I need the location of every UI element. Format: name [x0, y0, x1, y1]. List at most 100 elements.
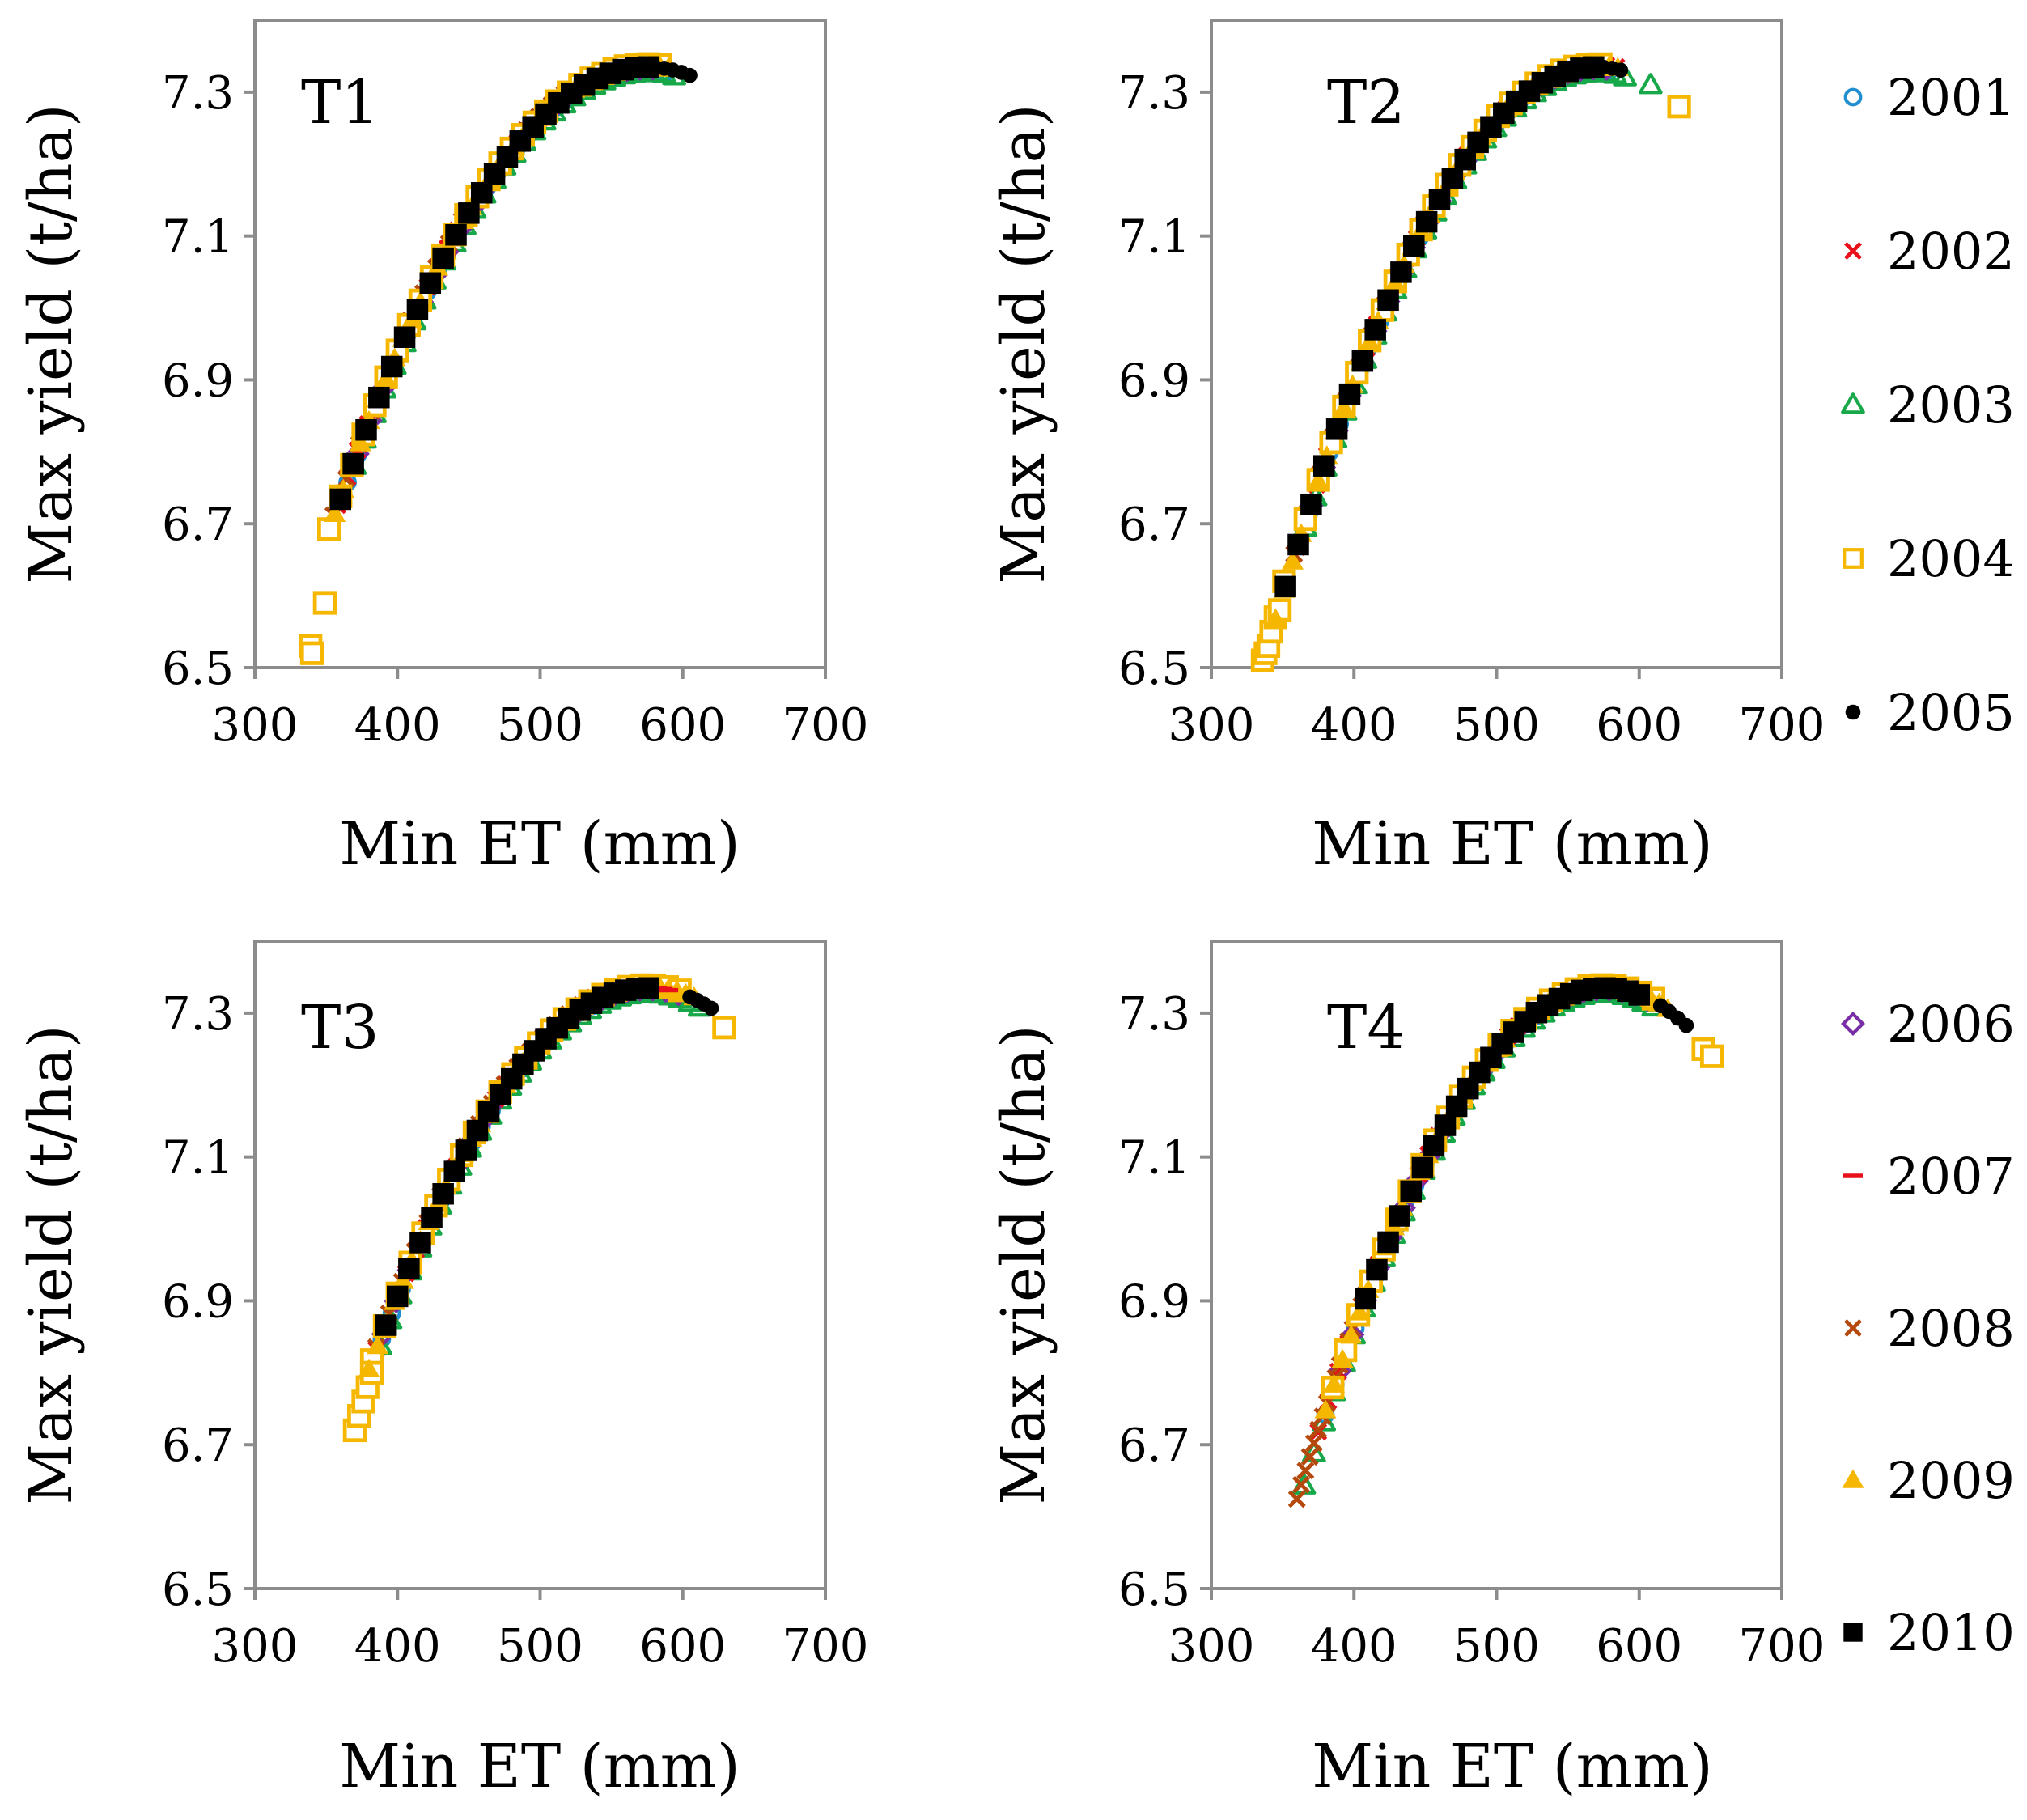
panel-t2-y-axis-title: Max yield (t/ha) [989, 104, 1058, 583]
point-2004 [1667, 95, 1691, 119]
point-2010 [1364, 319, 1386, 341]
panel-t4: T4 Min ET (mm) Max yield (t/ha) 300 400 50… [989, 940, 1825, 1801]
point-2009 [1323, 1373, 1346, 1393]
series-2005 [1596, 59, 1629, 78]
point-2010 [445, 224, 467, 246]
point-2009 [1314, 1399, 1337, 1419]
legend-label-2002: 2002 [1887, 222, 2015, 281]
x-tick-label: 500 [497, 699, 583, 752]
point-2008 [1292, 1475, 1311, 1494]
x-tick-label: 600 [1596, 699, 1682, 752]
point-2009 [1340, 1325, 1363, 1344]
point-2010 [432, 1182, 454, 1205]
point-2004 [712, 1016, 736, 1040]
legend-label-2006: 2006 [1887, 995, 2015, 1054]
point-2010 [1355, 1288, 1376, 1310]
point-2010 [398, 1258, 420, 1280]
panel-t1-label: T1 [301, 68, 379, 138]
panel-t2-x-axis-title: Min ET (mm) [1312, 809, 1713, 879]
point-2010 [1434, 1114, 1457, 1136]
panel-t4-y-axis-title: Max yield (t/ha) [989, 1025, 1058, 1504]
point-2010 [1441, 168, 1464, 189]
point-2010 [409, 1232, 431, 1254]
point-2010 [470, 182, 493, 204]
point-2005 [1678, 1017, 1694, 1033]
point-2009 [324, 503, 346, 522]
x-tick-label: 300 [212, 1620, 299, 1673]
series-2006 [345, 56, 665, 466]
point-2010 [466, 1119, 489, 1142]
point-2010 [458, 202, 480, 224]
point-2009 [358, 1358, 380, 1377]
y-tick-label: 7.1 [1118, 211, 1190, 264]
panel-t3-label: T3 [301, 993, 379, 1063]
y-tick-label: 7.3 [1118, 988, 1190, 1041]
point-2004 [299, 641, 324, 665]
point-2010 [1403, 235, 1425, 257]
point-2010 [342, 452, 364, 475]
y-tick-label: 7.3 [162, 67, 234, 120]
point-2010 [393, 326, 416, 348]
legend-marker-2002 [1843, 241, 1863, 261]
legend-label-2004: 2004 [1887, 529, 2015, 588]
point-2010 [421, 1207, 443, 1228]
point-2008 [1309, 1420, 1328, 1439]
point-2010 [1287, 533, 1309, 556]
point-2008 [1296, 1462, 1315, 1480]
point-2010 [1415, 210, 1438, 233]
panel-t2: T2 Min ET (mm) Max yield (t/ha) 300 400 50… [989, 19, 1825, 879]
point-2010 [1351, 350, 1374, 372]
point-2010 [419, 272, 442, 295]
point-2010 [1274, 575, 1296, 598]
y-tick-label: 6.9 [1118, 354, 1190, 407]
point-2008 [1287, 1490, 1306, 1508]
x-tick-label: 400 [354, 1620, 441, 1673]
x-tick-label: 300 [1168, 699, 1255, 752]
y-tick-label: 6.5 [162, 643, 234, 695]
series-2010 [329, 56, 659, 511]
x-tick-label: 300 [1168, 1620, 1255, 1673]
legend-marker-2004 [1843, 548, 1864, 569]
point-2010 [355, 418, 377, 441]
point-2004 [1700, 1044, 1724, 1068]
x-tick-label: 400 [1311, 699, 1397, 752]
points-layer [342, 973, 736, 1443]
point-2010 [329, 488, 352, 511]
point-2010 [1312, 455, 1335, 477]
series-2010 [1355, 977, 1651, 1310]
point-2009 [1264, 608, 1287, 627]
x-tick-label: 500 [1453, 699, 1540, 752]
point-2010 [1628, 984, 1651, 1006]
y-tick-label: 7.1 [162, 211, 234, 264]
series-2005 [639, 59, 698, 83]
point-2009 [1348, 1301, 1371, 1321]
y-tick-label: 7.3 [162, 988, 234, 1041]
point-2009 [1331, 1348, 1354, 1368]
legend-label-2005: 2005 [1887, 683, 2015, 742]
point-2010 [380, 355, 403, 378]
point-2010 [443, 1160, 466, 1182]
point-2010 [1325, 418, 1348, 440]
x-tick-label: 500 [497, 1620, 583, 1673]
point-2010 [1423, 1135, 1445, 1157]
y-tick-label: 7.3 [1118, 67, 1190, 120]
series-2002 [367, 977, 685, 1359]
point-2010 [1389, 1205, 1410, 1227]
legend-marker-2003 [1841, 392, 1865, 414]
panel-t3: T3 Min ET (mm) Max yield (t/ha) 300 400 50… [16, 940, 868, 1801]
panel-t4-x-axis-title: Min ET (mm) [1312, 1732, 1713, 1801]
panel-t1-y-axis-title: Max yield (t/ha) [16, 104, 86, 583]
series-2001 [338, 60, 676, 492]
series-2009 [1264, 54, 1629, 627]
point-2010 [1377, 289, 1399, 312]
point-2004 [317, 517, 341, 541]
point-2009 [367, 1335, 389, 1355]
panel-t4-label: T4 [1327, 993, 1405, 1063]
point-2010 [1390, 261, 1412, 283]
legend-label-2001: 2001 [1887, 68, 2015, 127]
point-2010 [432, 247, 454, 269]
series-2010 [1274, 56, 1605, 598]
point-2008 [1300, 1448, 1319, 1466]
y-tick-label: 7.1 [162, 1132, 234, 1185]
point-2005 [682, 67, 698, 83]
